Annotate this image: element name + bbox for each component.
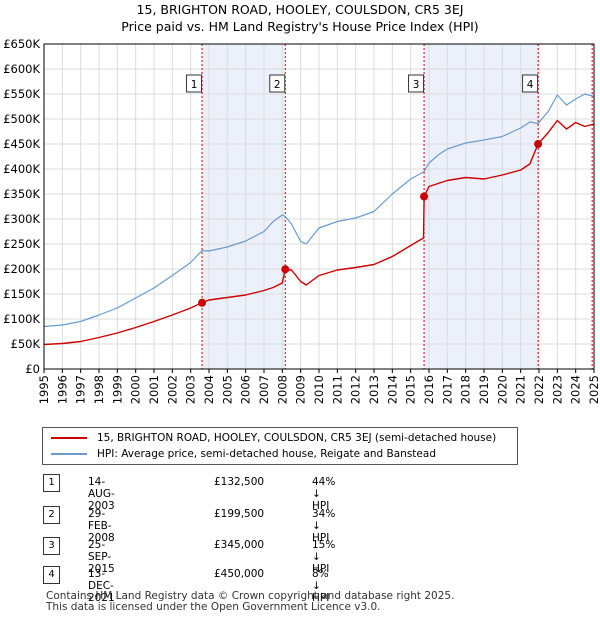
transaction-price: £199,500 (214, 508, 265, 520)
y-tick-label: £100K (3, 312, 40, 326)
x-tick-label: 2025 (587, 375, 600, 404)
y-tick-label: £450K (3, 137, 40, 151)
shaded-period (202, 44, 286, 369)
transaction-date: 14-AUG-2003 (88, 476, 115, 512)
transaction-label: 2 (274, 79, 281, 91)
y-tick-label: £550K (3, 87, 40, 101)
transaction-date: 29-FEB-2008 (88, 508, 115, 544)
transaction-price: £450,000 (214, 568, 265, 580)
footer-licence: This data is licensed under the Open Gov… (46, 601, 381, 613)
axes: £0 £50K £100K £150K £200K £250K £300K £350K £400… (3, 37, 600, 404)
x-tick-label: 2024 (569, 375, 583, 404)
y-tick-label: £300K (3, 212, 40, 226)
shaded-periods (202, 44, 539, 369)
transaction-price: £132,500 (214, 476, 265, 488)
x-tick-label: 2001 (147, 375, 161, 404)
sale-point (420, 192, 429, 201)
transaction-label-box (408, 74, 425, 93)
x-tick-label: 2014 (385, 375, 399, 404)
x-tick-label: 2010 (312, 375, 326, 404)
transaction-price: £345,000 (214, 539, 265, 551)
x-tick-label: 2021 (514, 375, 528, 404)
y-tick-label: £200K (3, 262, 40, 276)
x-tick-label: 2011 (330, 375, 344, 404)
transaction-date: 25-SEP-2015 (88, 539, 115, 575)
legend: 15, BRIGHTON ROAD, HOOLEY, COULSDON, CR5… (42, 427, 518, 465)
x-tick-label: 2017 (440, 375, 454, 404)
transaction-number: 2 (43, 506, 60, 524)
transaction-date: 13-DEC-2021 (88, 568, 115, 604)
x-tick-label: 1998 (92, 375, 106, 404)
y-tick-label: £500K (3, 112, 40, 126)
x-tick-label: 1996 (55, 375, 69, 404)
y-tick-label: £250K (3, 237, 40, 251)
transaction-hpi: 44% ↓ HPI (312, 476, 336, 512)
x-tick-label: 1999 (110, 375, 124, 404)
series-line-property (43, 119, 595, 346)
x-tick-label: 2005 (220, 375, 234, 404)
transaction-label-box (186, 74, 203, 93)
legend-item-hpi: HPI: Average price, semi-detached house,… (51, 446, 436, 462)
series-line-hpi (43, 93, 595, 328)
x-tick-label: 2009 (294, 375, 308, 404)
y-tick-label: £600K (3, 62, 40, 76)
x-tick-label: 2007 (257, 375, 271, 404)
transaction-hpi: 8% ↓ HPI (312, 568, 330, 604)
transaction-markers: 1 2 3 4 (186, 74, 543, 307)
legend-label-hpi: HPI: Average price, semi-detached house,… (97, 448, 436, 460)
transaction-label-box (522, 74, 539, 93)
price-chart: 1 2 3 4 £0 £50K £100K £150K £200K £250K £300K £350… (3, 37, 600, 404)
transaction-label: 3 (413, 79, 420, 91)
y-tick-label: £50K (11, 337, 41, 351)
transaction-label: 4 (527, 79, 534, 91)
x-tick-label: 1995 (37, 375, 51, 404)
x-tick-label: 2018 (459, 375, 473, 404)
transaction-number: 1 (43, 474, 60, 492)
series-lines (43, 93, 595, 346)
y-tick-label: £650K (3, 37, 40, 51)
sale-point (198, 298, 207, 307)
shaded-period (424, 44, 539, 369)
x-tick-label: 1997 (74, 375, 88, 404)
sale-point (281, 265, 290, 274)
x-tick-label: 2013 (367, 375, 381, 404)
y-tick-label: £150K (3, 287, 40, 301)
transaction-label: 1 (191, 79, 198, 91)
transaction-hpi: 34% ↓ HPI (312, 508, 336, 544)
x-tick-label: 2006 (239, 375, 253, 404)
x-tick-label: 2022 (532, 375, 546, 404)
footer-copyright: Contains HM Land Registry data © Crown c… (46, 590, 455, 602)
sale-point (534, 140, 543, 148)
legend-item-property: 15, BRIGHTON ROAD, HOOLEY, COULSDON, CR5… (51, 430, 496, 446)
y-tick-label: £0 (25, 362, 40, 376)
y-tick-label: £400K (3, 162, 40, 176)
x-tick-label: 2016 (422, 375, 436, 404)
chart-title: 15, BRIGHTON ROAD, HOOLEY, COULSDON, CR5… (136, 2, 464, 17)
x-tick-label: 2008 (275, 375, 289, 404)
x-tick-label: 2015 (404, 375, 418, 404)
legend-swatch-property (51, 437, 87, 439)
y-tick-label: £350K (3, 187, 40, 201)
x-tick-label: 2002 (165, 375, 179, 404)
legend-swatch-hpi (51, 453, 87, 455)
transaction-label-box (269, 74, 286, 93)
transaction-number: 4 (43, 566, 60, 584)
x-tick-label: 2000 (129, 375, 143, 404)
x-tick-label: 2019 (477, 375, 491, 404)
x-tick-label: 2012 (349, 375, 363, 404)
x-tick-label: 2003 (184, 375, 198, 404)
gridlines (43, 43, 595, 370)
transaction-hpi: 15% ↓ HPI (312, 539, 336, 575)
chart-subtitle: Price paid vs. HM Land Registry's House … (121, 19, 479, 34)
transaction-number: 3 (43, 537, 60, 555)
x-tick-label: 2023 (550, 375, 564, 404)
x-tick-label: 2004 (202, 375, 216, 404)
x-tick-label: 2020 (495, 375, 509, 404)
legend-label-property: 15, BRIGHTON ROAD, HOOLEY, COULSDON, CR5… (97, 432, 497, 444)
